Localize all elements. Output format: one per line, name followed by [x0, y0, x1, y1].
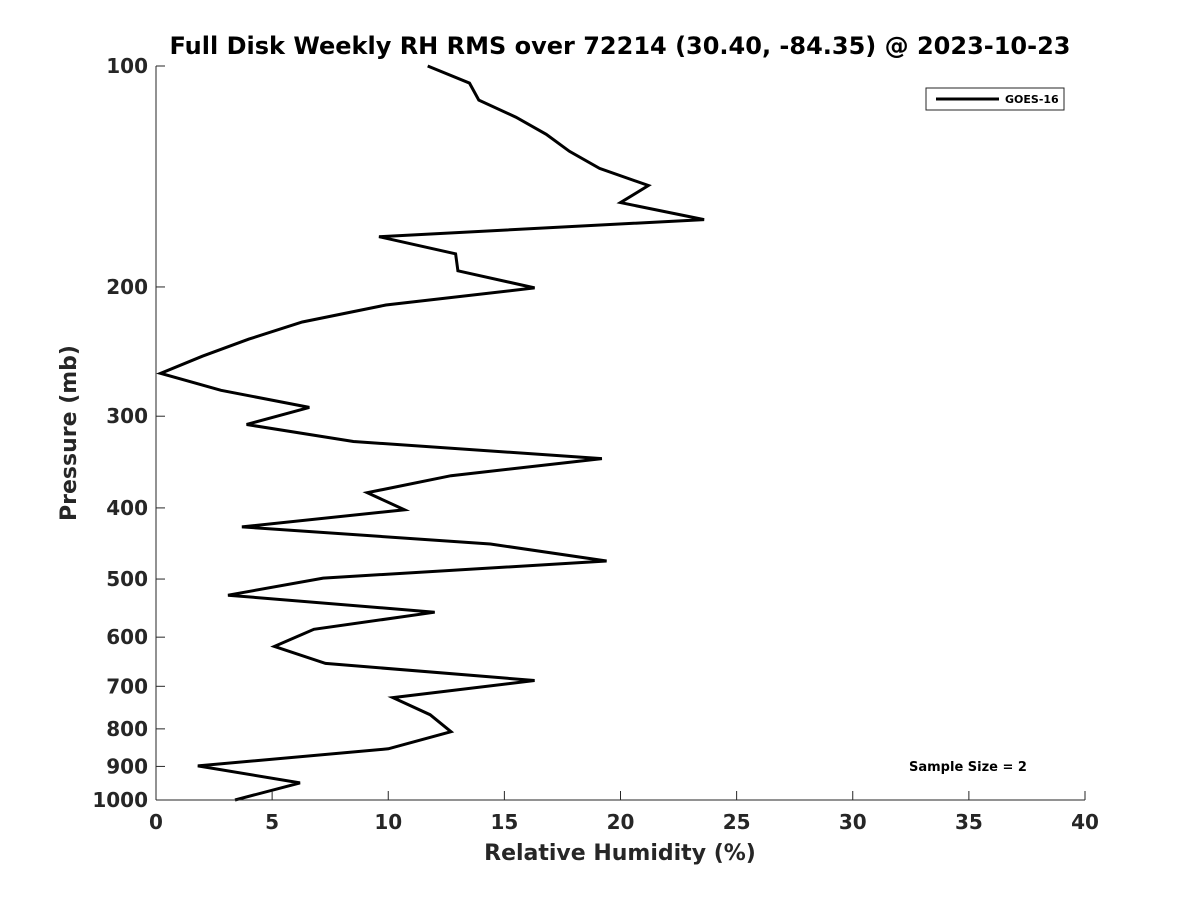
x-axis-ticks: 0 5 10 15 20 25 30 35 40	[149, 791, 1099, 834]
y-tick-label: 700	[106, 674, 148, 698]
y-tick-label: 600	[106, 625, 148, 649]
y-axis-label: Pressure (mb)	[57, 345, 82, 521]
sample-size-annotation: Sample Size = 2	[909, 760, 1027, 775]
plot-area	[155, 64, 705, 802]
legend: GOES-16	[925, 87, 1065, 111]
x-tick-label: 0	[149, 810, 163, 834]
x-tick-label: 35	[955, 810, 983, 834]
x-axis-label: Relative Humidity (%)	[484, 841, 756, 866]
y-tick-label: 1000	[92, 788, 148, 812]
y-tick-label: 100	[106, 54, 148, 78]
chart-title: Full Disk Weekly RH RMS over 72214 (30.4…	[169, 32, 1070, 60]
x-tick-label: 10	[374, 810, 402, 834]
x-tick-label: 5	[265, 810, 279, 834]
legend-label-goes16: GOES-16	[1005, 93, 1059, 106]
y-axis-ticks: 100 200 300 400 500 600 700 800 900 1000	[92, 54, 165, 812]
x-tick-label: 25	[723, 810, 751, 834]
y-tick-label: 800	[106, 717, 148, 741]
y-tick-label: 300	[106, 404, 148, 428]
series-line-goes-16	[155, 64, 705, 802]
x-tick-label: 15	[490, 810, 518, 834]
x-tick-label: 30	[839, 810, 867, 834]
x-tick-label: 40	[1071, 810, 1099, 834]
y-tick-label: 200	[106, 275, 148, 299]
y-tick-label: 900	[106, 754, 148, 778]
x-tick-label: 20	[607, 810, 635, 834]
y-tick-label: 500	[106, 567, 148, 591]
y-tick-label: 400	[106, 496, 148, 520]
